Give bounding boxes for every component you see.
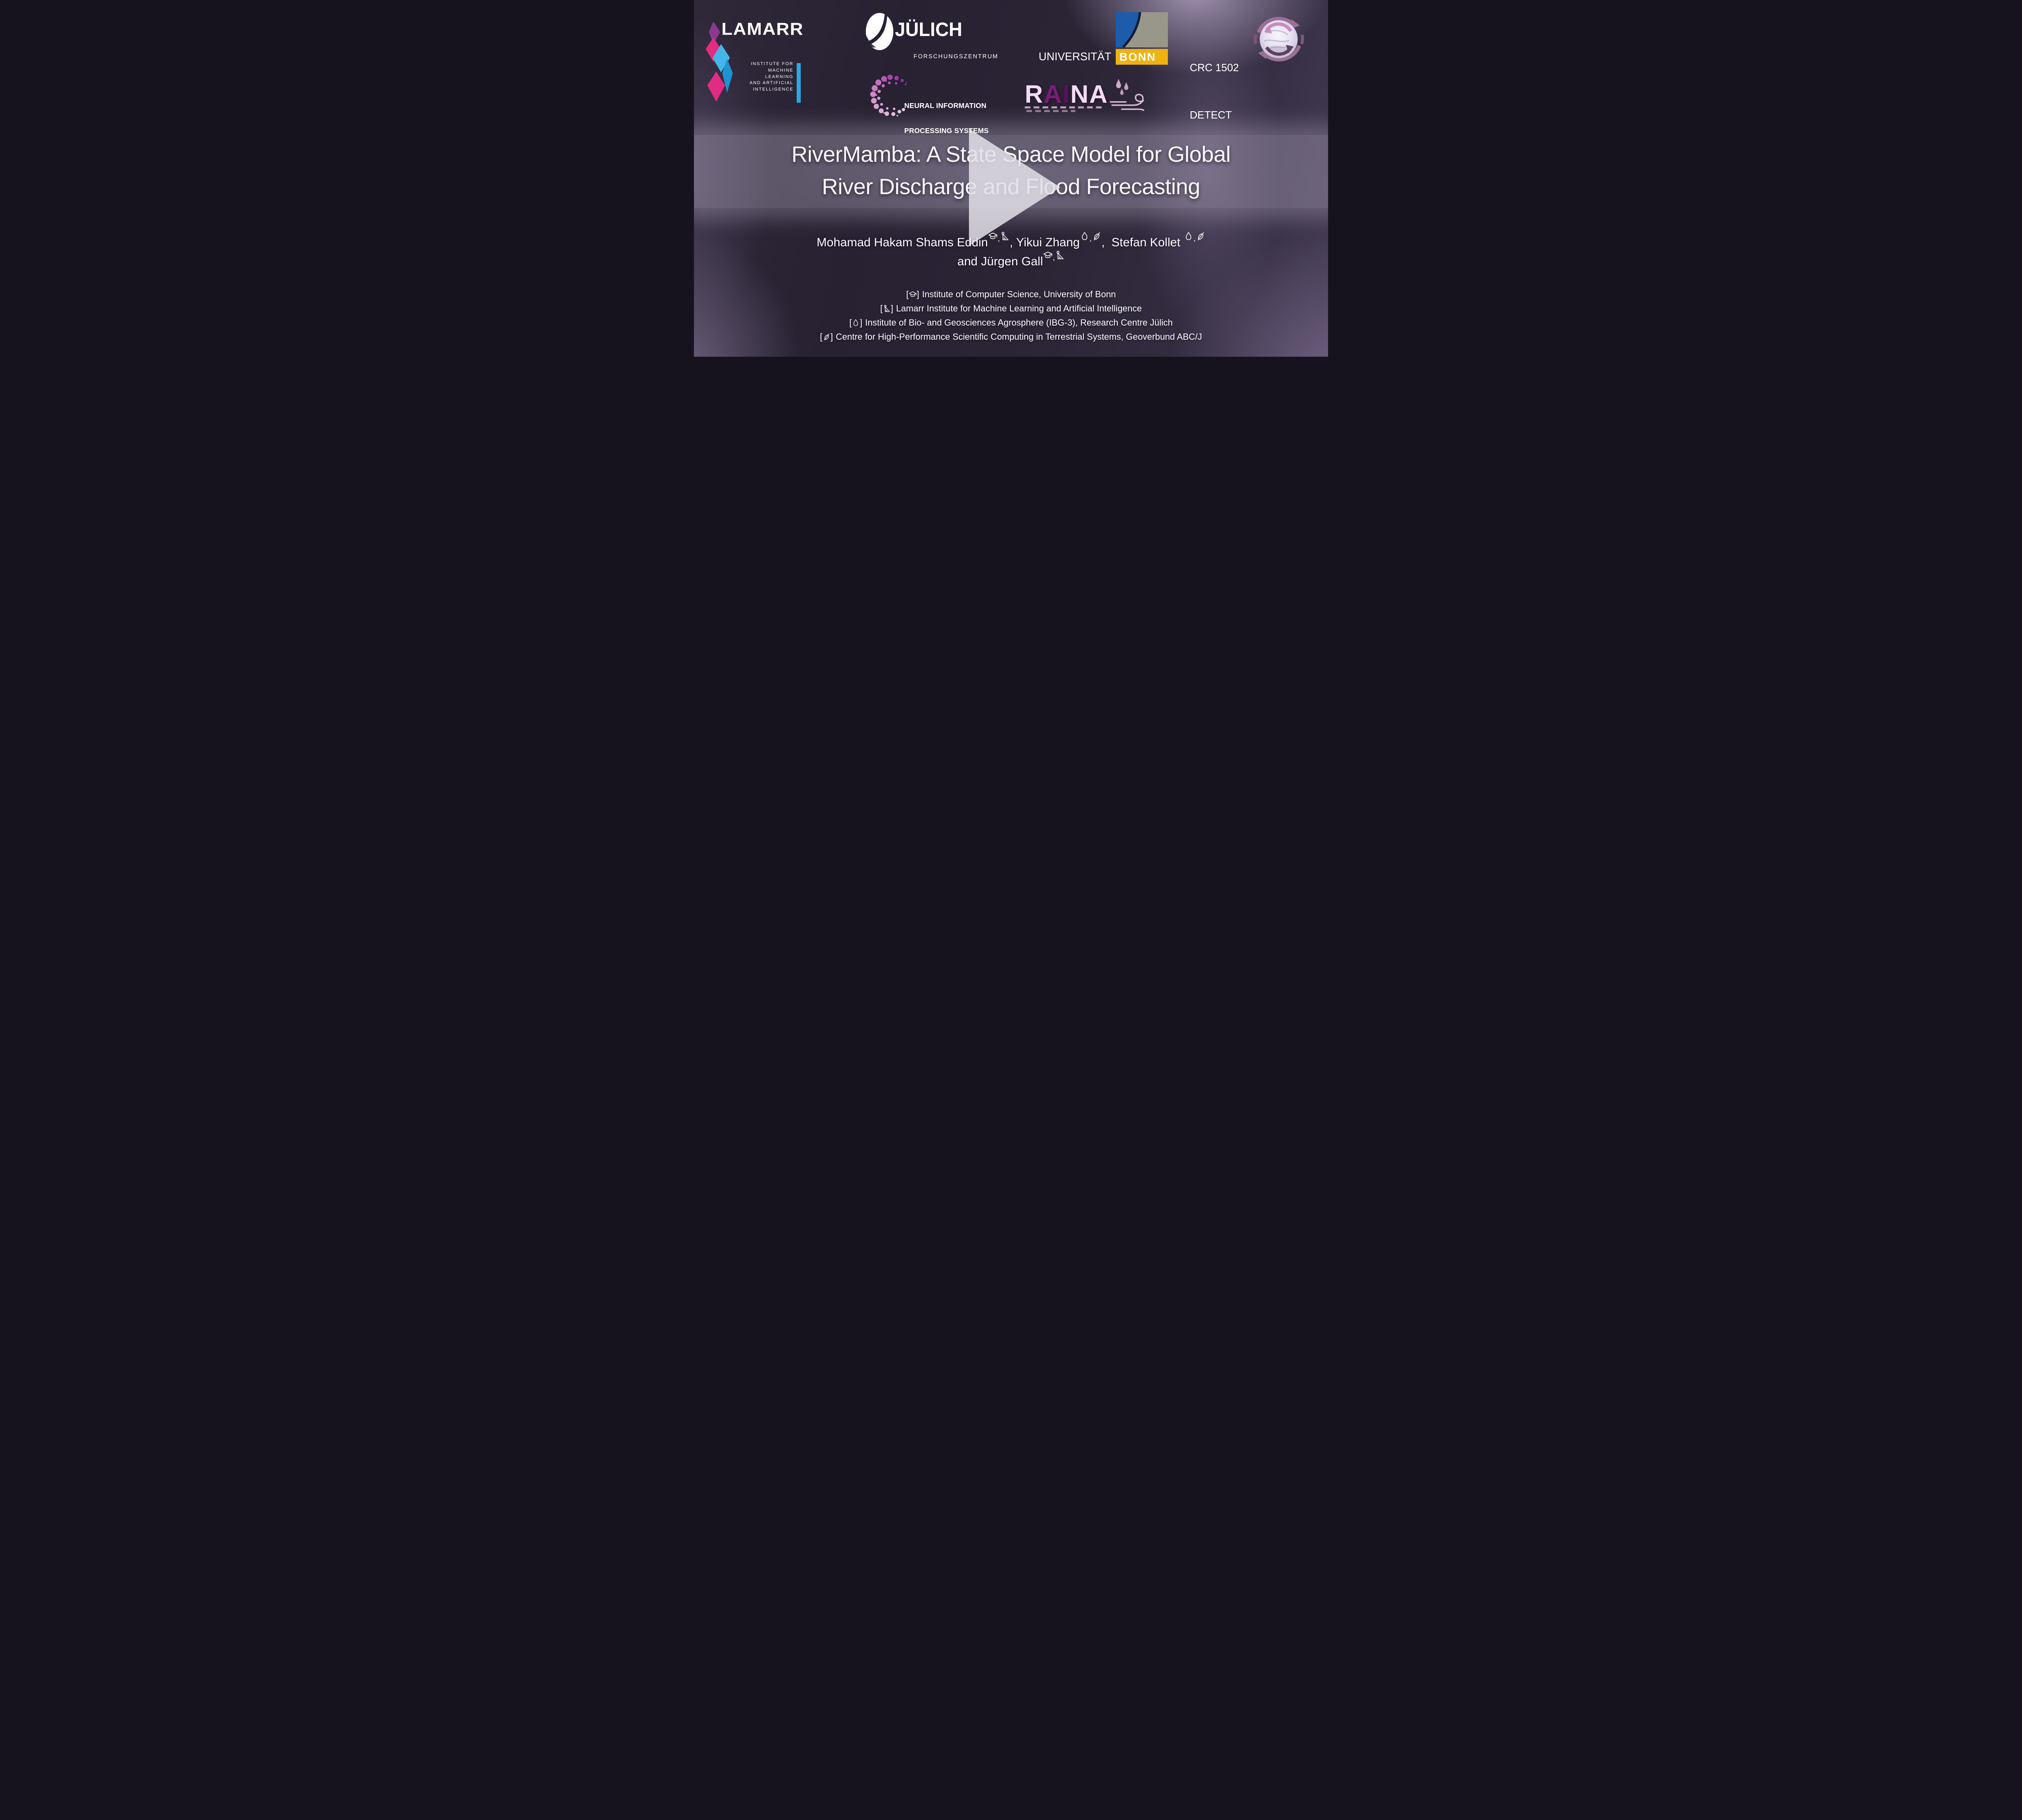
raina-raindrops-icon bbox=[1116, 79, 1128, 95]
juelich-subtitle: FORSCHUNGSZENTRUM bbox=[914, 53, 998, 60]
bonn-banner: BONN bbox=[1116, 49, 1168, 65]
crc-detect-label: CRC 1502 DETECT bbox=[1190, 28, 1239, 154]
droplet-icon bbox=[1080, 231, 1089, 244]
affiliation-text: Institute of Bio- and Geosciences Agrosp… bbox=[865, 317, 1173, 328]
raina-letter: I bbox=[1062, 80, 1070, 108]
juelich-wordmark: JÜLICH bbox=[895, 19, 962, 40]
lamarr-accent-bar bbox=[797, 63, 801, 103]
neurips-line: NEURAL INFORMATION bbox=[904, 102, 987, 110]
neurips-dots-icon bbox=[870, 74, 907, 116]
droplet-icon bbox=[1184, 231, 1193, 244]
uni-bonn-wordmark: UNIVERSITÄT bbox=[1038, 50, 1111, 63]
author-affiliation-superscript: , bbox=[988, 231, 1010, 244]
grad-cap-icon bbox=[1043, 250, 1053, 263]
author-separator: , bbox=[1101, 236, 1112, 249]
author-separator: , bbox=[1009, 236, 1016, 249]
affiliation-line: [] Institute of Computer Science, Univers… bbox=[694, 287, 1328, 301]
bracket: [ bbox=[820, 332, 823, 342]
neurips-line: PROCESSING SYSTEMS bbox=[904, 126, 989, 135]
raina-letter: A bbox=[1089, 80, 1108, 108]
leaf-icon bbox=[1196, 231, 1206, 244]
raina-letter: N bbox=[1070, 80, 1089, 108]
set-square-icon bbox=[1000, 231, 1010, 244]
neurips-wordmark: NEURAL INFORMATION PROCESSING SYSTEMS bbox=[904, 85, 989, 151]
lamarr-subtitle-line: INSTITUTE FOR bbox=[751, 61, 793, 66]
affiliation-line: [] Lamarr Institute for Machine Learning … bbox=[694, 301, 1328, 315]
affiliations-block: [] Institute of Computer Science, Univers… bbox=[694, 287, 1328, 344]
crc-line: CRC 1502 bbox=[1190, 61, 1239, 74]
author-affiliation-superscript: , bbox=[1080, 231, 1102, 244]
affiliation-line: [] Centre for High-Performance Scientific… bbox=[694, 330, 1328, 344]
author-name: Mohamad Hakam Shams Eddin bbox=[816, 236, 988, 249]
authors-line2: and Jürgen Gall, bbox=[694, 251, 1328, 269]
juelich-swoosh-icon bbox=[866, 13, 893, 50]
lamarr-diamonds-icon bbox=[706, 21, 733, 102]
affiliation-text: Lamarr Institute for Machine Learning an… bbox=[896, 303, 1142, 313]
affiliation-text: Centre for High-Performance Scientific C… bbox=[835, 332, 1202, 342]
bracket: ] bbox=[860, 317, 863, 328]
bracket: ] bbox=[916, 289, 919, 299]
set-square-icon bbox=[883, 301, 891, 315]
raina-letter: A bbox=[1043, 80, 1063, 108]
lamarr-subtitle-line: MACHINE LEARNING bbox=[765, 68, 793, 79]
raina-letter: R bbox=[1025, 80, 1044, 108]
bracket: [ bbox=[906, 289, 909, 299]
superscript-separator: , bbox=[997, 234, 1000, 243]
author-name: Stefan Kollet bbox=[1111, 236, 1184, 249]
set-square-icon bbox=[1055, 250, 1065, 263]
author-affiliation-superscript: , bbox=[1043, 250, 1065, 263]
grad-cap-icon bbox=[988, 231, 998, 244]
detect-line: DETECT bbox=[1190, 109, 1232, 121]
uni-bonn-crest-icon bbox=[1116, 12, 1168, 47]
lamarr-subtitle-line: INTELLIGENCE bbox=[753, 87, 793, 92]
bracket: ] bbox=[830, 332, 833, 342]
author-affiliation-superscript: , bbox=[1184, 231, 1206, 244]
superscript-separator: , bbox=[1193, 234, 1196, 243]
bracket: [ bbox=[849, 317, 852, 328]
droplet-icon bbox=[852, 315, 860, 330]
lamarr-subtitle: INSTITUTE FOR MACHINE LEARNING AND ARTIF… bbox=[741, 61, 793, 93]
raina-wind-icon bbox=[1110, 93, 1144, 111]
authors-line1: Mohamad Hakam Shams Eddin,, Yikui Zhang,… bbox=[694, 232, 1328, 250]
raina-underline bbox=[1025, 106, 1104, 108]
grad-cap-icon bbox=[909, 287, 917, 301]
video-frame: LAMARR INSTITUTE FOR MACHINE LEARNING AN… bbox=[694, 0, 1328, 357]
bonn-city-label: BONN bbox=[1119, 50, 1156, 63]
detect-globe-icon bbox=[1254, 17, 1304, 61]
affiliation-line: [] Institute of Bio- and Geosciences Agro… bbox=[694, 315, 1328, 330]
video-title-line1: RiverMamba: A State Space Model for Glob… bbox=[791, 142, 1231, 167]
author-name: and Jürgen Gall bbox=[957, 255, 1043, 268]
lamarr-subtitle-line: AND ARTIFICIAL bbox=[749, 80, 793, 86]
leaf-icon bbox=[1092, 231, 1102, 244]
lamarr-wordmark: LAMARR bbox=[721, 19, 804, 39]
leaf-icon bbox=[823, 330, 831, 344]
bracket: [ bbox=[880, 303, 883, 313]
superscript-separator: , bbox=[1089, 234, 1092, 243]
bracket: ] bbox=[890, 303, 893, 313]
raina-underline bbox=[1026, 110, 1075, 112]
affiliation-text: Institute of Computer Science, Universit… bbox=[922, 289, 1116, 299]
superscript-separator: , bbox=[1053, 253, 1055, 262]
author-name: Yikui Zhang bbox=[1016, 236, 1080, 249]
raina-wordmark: RAINA bbox=[1025, 80, 1108, 109]
